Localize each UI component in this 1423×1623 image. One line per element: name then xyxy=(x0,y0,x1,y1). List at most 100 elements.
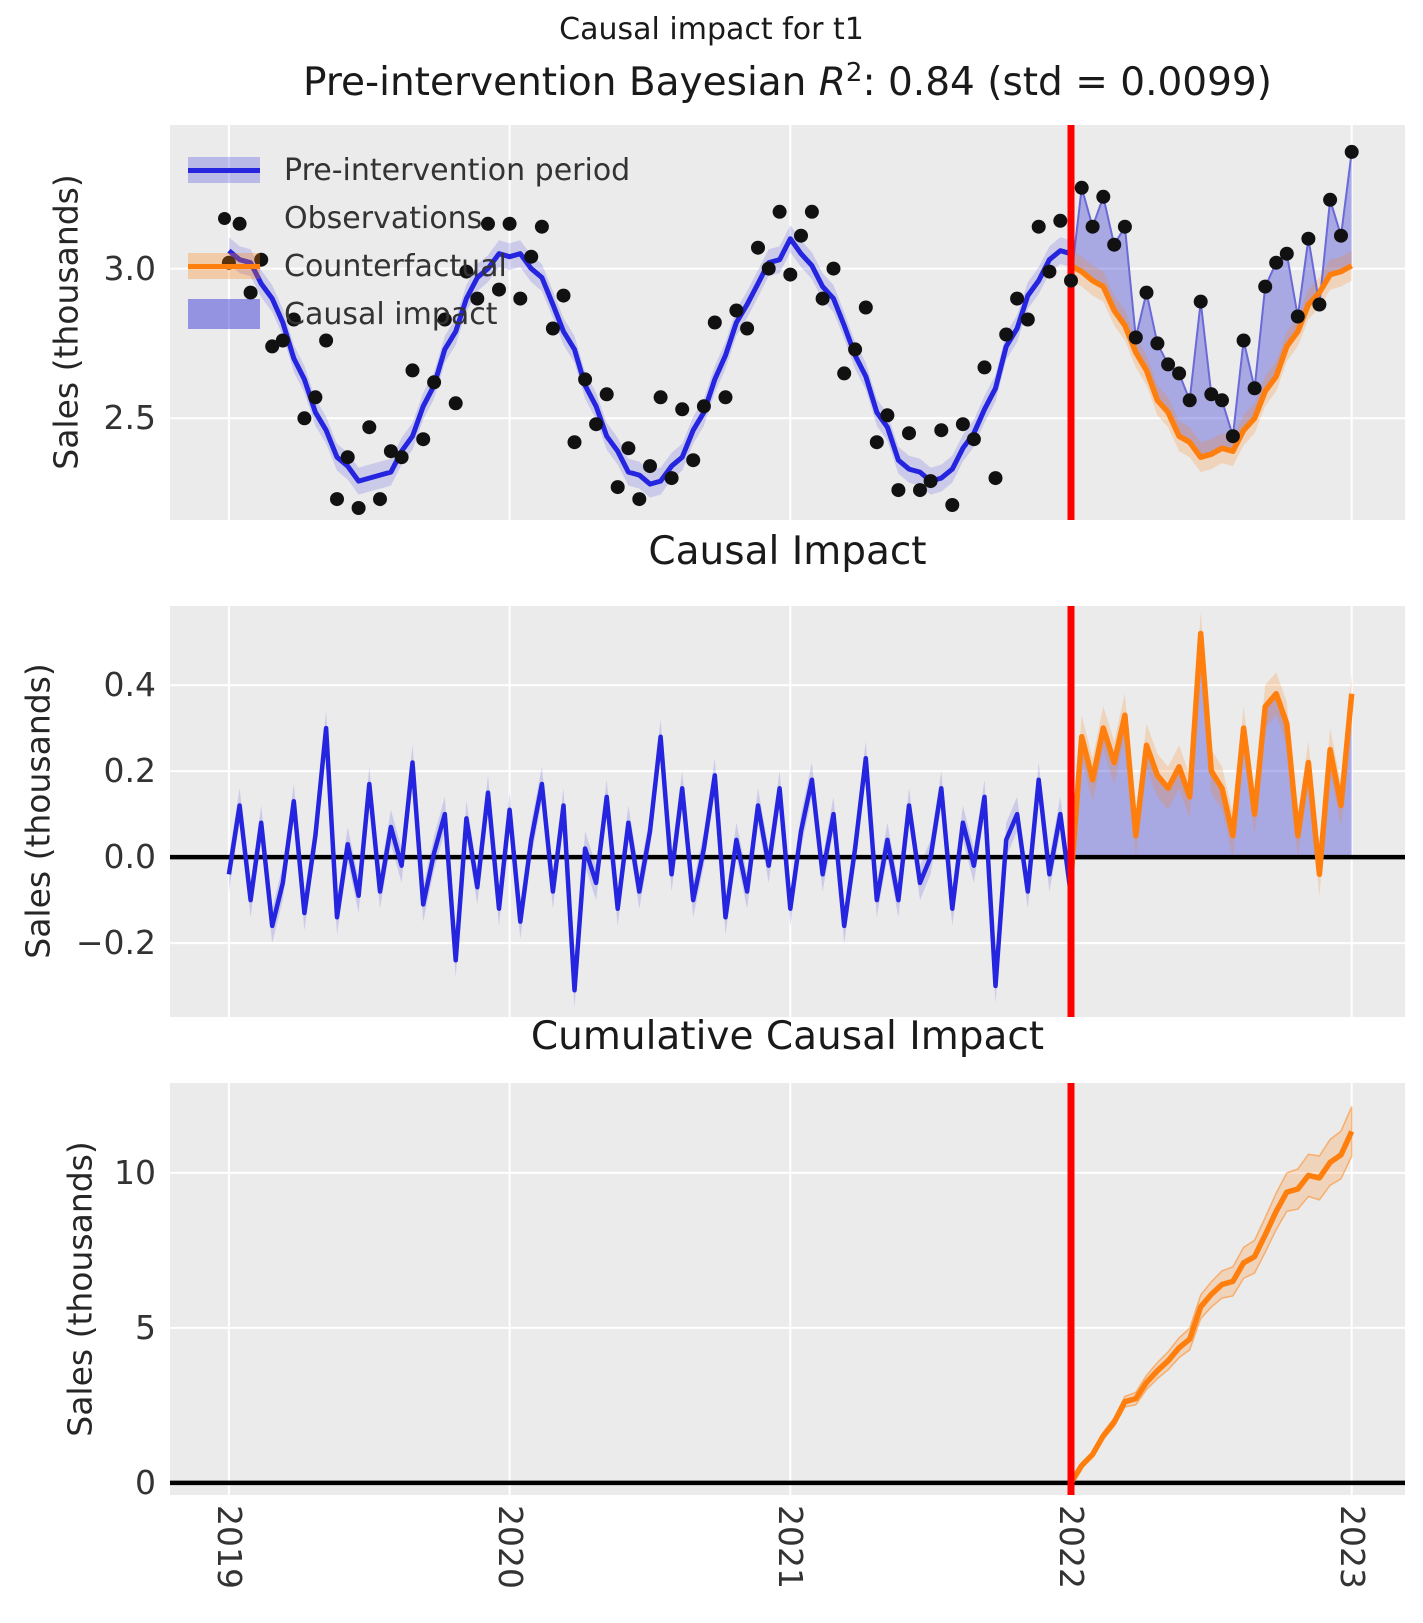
observation-dot xyxy=(340,450,355,465)
legend-item-causal-impact: Causal impact xyxy=(188,290,630,338)
y-tick-label: 0 xyxy=(135,1462,156,1502)
y-tick-label: 0.2 xyxy=(103,751,156,791)
observation-dot xyxy=(999,327,1014,342)
counterfactual-line xyxy=(1069,263,1354,460)
observation-dot xyxy=(945,498,960,512)
x-tick-label: 2022 xyxy=(1051,1505,1091,1589)
observation-dot xyxy=(761,261,776,276)
y-tick-label: 10 xyxy=(114,1152,156,1192)
observation-dot xyxy=(405,363,420,378)
observation-dot xyxy=(923,474,938,489)
observation-dot xyxy=(437,312,452,327)
observation-dot xyxy=(1117,219,1132,234)
observation-dot xyxy=(1074,180,1089,195)
observation-dot xyxy=(1334,228,1348,243)
legend-item-pre-intervention: Pre-intervention period xyxy=(188,146,630,194)
cumulative-plot-title: Cumulative Causal Impact xyxy=(530,1014,1045,1059)
x-tick-label: 2020 xyxy=(490,1505,530,1589)
observation-dot xyxy=(740,321,755,336)
observation-dot xyxy=(934,423,949,438)
y-tick-label: 0.4 xyxy=(103,665,156,705)
impact-post-line xyxy=(1068,630,1355,879)
fit-title-prefix: Pre-intervention Bayesian xyxy=(303,60,819,105)
causal-impact-patch-swatch-icon xyxy=(188,299,260,329)
observation-dot xyxy=(1107,237,1122,252)
fit-title-suffix: : 0.84 (std = 0.0099) xyxy=(862,60,1272,105)
observation-dot xyxy=(1344,144,1359,159)
observation-dot xyxy=(373,492,387,507)
observation-dot xyxy=(610,480,625,495)
observation-dot xyxy=(524,249,539,264)
observations-dot-swatch-icon xyxy=(188,211,260,225)
observation-dot xyxy=(729,303,744,318)
observation-dot xyxy=(1215,393,1229,408)
observation-dot xyxy=(362,420,377,435)
y-tick-label: 3.0 xyxy=(103,248,156,288)
observation-dot xyxy=(1204,387,1219,402)
fit-plot-title: Pre-intervention Bayesian R2: 0.84 (std … xyxy=(170,58,1405,105)
observation-dot xyxy=(977,360,992,375)
observation-dot xyxy=(955,417,970,432)
observation-dot xyxy=(492,282,506,297)
observation-dot xyxy=(265,339,280,354)
observation-dot xyxy=(459,264,474,279)
observation-dot xyxy=(837,366,852,381)
cumulative-line xyxy=(1068,1130,1355,1485)
fit-title-math-r: R xyxy=(818,60,846,105)
observation-dot xyxy=(470,291,485,306)
observation-dot xyxy=(858,300,873,315)
observation-dot xyxy=(848,342,863,357)
observation-dot xyxy=(1128,330,1143,345)
fit-title-math-sup: 2 xyxy=(845,58,863,88)
observation-dot xyxy=(1258,279,1273,294)
observation-dot xyxy=(869,435,884,450)
observation-dot xyxy=(913,483,927,498)
observation-dot xyxy=(902,426,916,441)
observation-dot xyxy=(794,228,808,243)
observation-dot xyxy=(718,390,733,405)
legend: Pre-intervention period Observations Cou… xyxy=(188,146,630,338)
observation-dot xyxy=(621,441,636,456)
observation-dot xyxy=(319,333,334,348)
observation-dot xyxy=(567,435,582,450)
observation-dot xyxy=(502,216,517,231)
legend-item-observations: Observations xyxy=(188,194,630,242)
y-tick-label: 2.5 xyxy=(103,398,156,438)
observation-dot xyxy=(308,390,323,405)
observation-dot xyxy=(815,291,830,306)
observation-dot xyxy=(416,432,431,447)
observation-dot xyxy=(1323,192,1338,207)
observation-dot xyxy=(707,315,722,330)
impact-plot-ylabel: Sales (thousands) xyxy=(18,663,58,959)
observation-dot xyxy=(427,375,442,390)
observation-dot xyxy=(772,204,787,219)
observation-dot xyxy=(643,459,657,474)
observation-dot xyxy=(1096,189,1111,204)
observation-dot xyxy=(804,204,819,219)
observation-dot xyxy=(232,216,247,231)
observation-dot xyxy=(1010,291,1025,306)
y-tick-label: 0.0 xyxy=(103,837,156,877)
legend-label: Observations xyxy=(284,200,483,236)
observation-dot xyxy=(966,432,981,447)
observation-dot xyxy=(243,285,258,300)
observation-dot xyxy=(1150,336,1165,351)
observation-dot xyxy=(653,390,668,405)
observation-dot xyxy=(330,492,344,507)
figure-suptitle: Causal impact for t1 xyxy=(559,12,864,47)
observation-dot xyxy=(1161,357,1176,372)
y-tick-label: 5 xyxy=(135,1307,156,1347)
observation-dot xyxy=(254,252,269,267)
observation-dot xyxy=(675,402,690,417)
observation-dot xyxy=(578,372,593,387)
x-tick-label: 2021 xyxy=(771,1505,811,1589)
observation-dot xyxy=(1247,381,1262,396)
observation-dot xyxy=(891,483,906,498)
observation-dot xyxy=(1236,333,1251,348)
observation-dot xyxy=(1182,393,1197,408)
legend-item-counterfactual: Counterfactual xyxy=(188,242,630,290)
observation-dot xyxy=(1064,273,1078,288)
counterfactual-band-line-swatch-icon xyxy=(188,253,260,279)
